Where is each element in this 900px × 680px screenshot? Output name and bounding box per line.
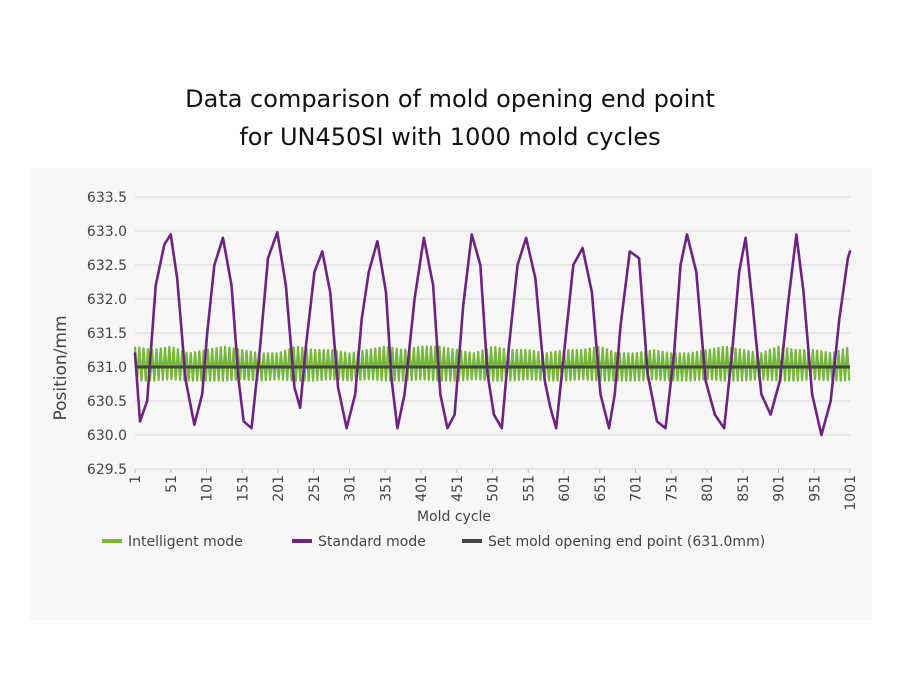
y-tick-label: 633.0	[87, 224, 127, 240]
x-tick-label: 651	[593, 475, 609, 502]
y-tick-label: 630.5	[87, 394, 127, 410]
x-tick-label: 901	[772, 475, 788, 502]
x-tick-label: 601	[557, 475, 573, 502]
y-tick-label: 630.0	[87, 428, 127, 444]
y-axis-title: Position/mm	[51, 315, 71, 420]
x-tick-label: 351	[378, 475, 394, 502]
chart-panel: 629.5 630.0 630.5 631.0 631.5 632.0 632.5 633.0…	[30, 168, 872, 620]
x-axis-title: Mold cycle	[417, 509, 491, 525]
x-tick-label: 201	[271, 475, 287, 502]
x-tick-label: 51	[164, 475, 180, 493]
x-tick-label: 451	[450, 475, 466, 502]
y-tick-layer: 629.5 630.0 630.5 631.0 631.5 632.0 632.5 633.0…	[87, 190, 127, 478]
y-tick-label: 632.0	[87, 292, 127, 308]
grid-layer	[135, 196, 850, 470]
chart-svg: 629.5 630.0 630.5 631.0 631.5 632.0 632.5 633.0…	[51, 190, 859, 550]
y-tick-label: 631.5	[87, 326, 127, 342]
y-tick-label: 629.5	[87, 462, 127, 478]
y-tick-label: 633.5	[87, 190, 127, 206]
y-tick-label: 632.5	[87, 258, 127, 274]
x-tick-label: 751	[664, 475, 680, 502]
x-tick-label: 251	[307, 475, 323, 502]
x-tick-label: 1	[128, 475, 144, 484]
series-standard-mode-line	[133, 231, 852, 437]
legend-label-1: Standard mode	[318, 534, 426, 550]
x-tick-label: 801	[700, 475, 716, 502]
x-tick-label: 101	[200, 475, 216, 502]
legend-label-2: Set mold opening end point (631.0mm)	[488, 534, 765, 550]
chart-title: Data comparison of mold opening end poin…	[0, 80, 900, 156]
y-tick-label: 631.0	[87, 360, 127, 376]
x-tick-label: 401	[414, 475, 430, 502]
chart-title-line-1: Data comparison of mold opening end poin…	[185, 85, 715, 113]
x-tick-label: 551	[521, 475, 537, 502]
x-tick-label: 951	[807, 475, 823, 502]
legend-label-0: Intelligent mode	[128, 534, 243, 550]
legend: Intelligent mode Standard mode Set mold op…	[102, 534, 765, 550]
x-tick-label: 501	[486, 475, 502, 502]
series-intelligent-mode-line	[133, 345, 851, 382]
series-layer	[133, 231, 852, 437]
chart-title-line-2: for UN450SI with 1000 mold cycles	[239, 123, 661, 151]
x-tick-label: 701	[629, 475, 645, 502]
x-tick-label: 151	[235, 475, 251, 502]
x-tick-layer: 1 51 101 151 201 251 301 351 401 451 501 551 601 651 7…	[128, 469, 859, 511]
x-tick-label: 1001	[843, 475, 859, 511]
x-tick-label: 301	[343, 475, 359, 502]
x-tick-label: 851	[736, 475, 752, 502]
